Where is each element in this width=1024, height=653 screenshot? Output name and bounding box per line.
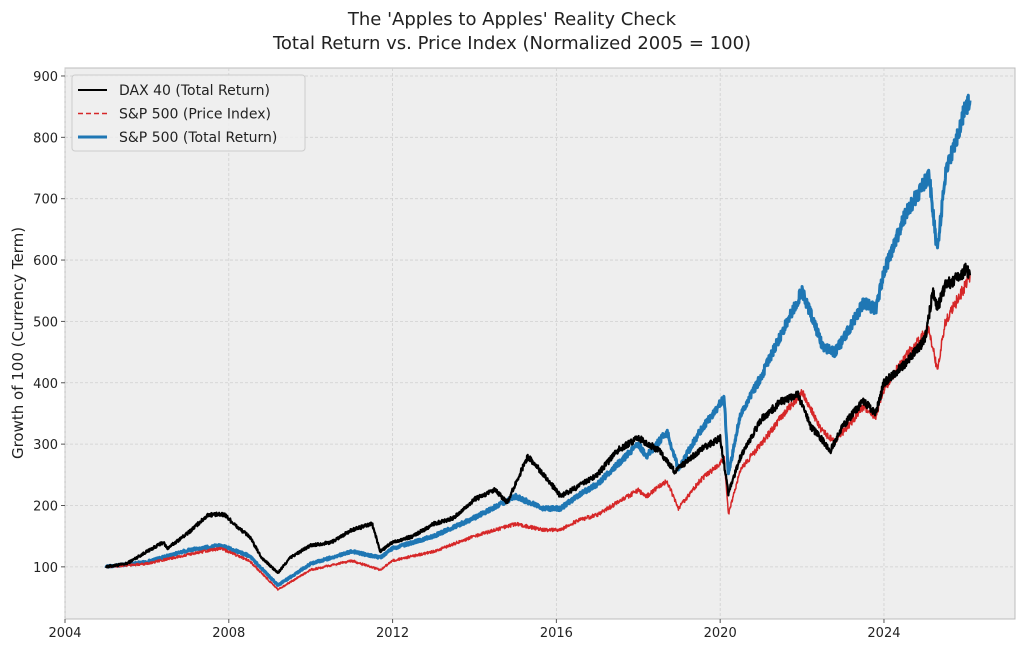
legend-label-0: DAX 40 (Total Return): [119, 83, 270, 99]
y-tick-label: 100: [33, 561, 58, 576]
legend-label-2: S&P 500 (Total Return): [119, 130, 277, 146]
series-line-0: [104, 262, 972, 574]
chart-title: The 'Apples to Apples' Reality Check: [347, 9, 677, 30]
chart-subtitle: Total Return vs. Price Index (Normalized…: [272, 33, 751, 54]
y-tick-label: 900: [33, 70, 58, 85]
y-tick-label: 300: [33, 438, 58, 453]
x-tick-label: 2012: [376, 626, 409, 641]
y-tick-label: 400: [33, 377, 58, 392]
y-tick-label: 500: [33, 315, 58, 330]
y-tick-label: 700: [33, 193, 58, 208]
y-axis-label: Growth of 100 (Currency Term): [9, 227, 27, 459]
series-line-2: [104, 93, 972, 587]
y-tick-label: 600: [33, 254, 58, 269]
x-tick-label: 2020: [704, 626, 737, 641]
legend-label-1: S&P 500 (Price Index): [119, 107, 271, 123]
x-tick-label: 2024: [867, 626, 900, 641]
series-line-1: [105, 272, 971, 591]
y-tick-label: 200: [33, 499, 58, 514]
legend: DAX 40 (Total Return) S&P 500 (Price Inde…: [71, 74, 306, 152]
x-tick-label: 2016: [540, 626, 573, 641]
x-tick-label: 2008: [212, 626, 245, 641]
x-tick-label: 2004: [48, 626, 81, 641]
legend-box: [71, 74, 306, 152]
y-tick-label: 800: [33, 131, 58, 146]
